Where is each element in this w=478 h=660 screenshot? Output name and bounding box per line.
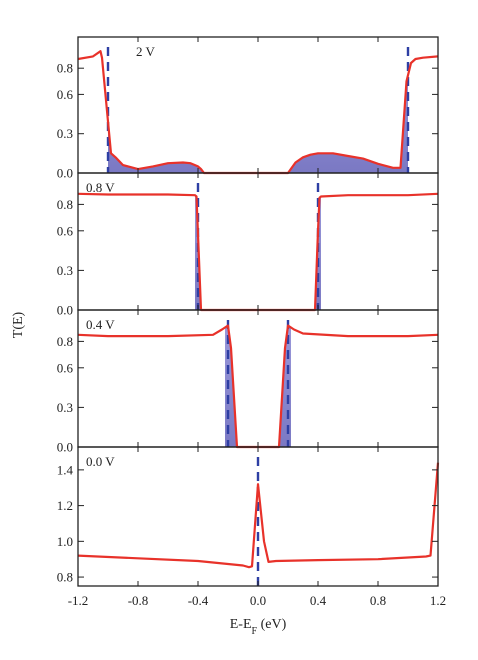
y-tick-label: 0.8 xyxy=(57,197,73,212)
x-tick-label: -0.8 xyxy=(128,593,149,608)
y-tick-label: 0.6 xyxy=(57,223,74,238)
y-tick-label: 0.8 xyxy=(57,334,73,349)
panels-group: 0.00.30.60.82 V0.00.30.60.80.8 V0.00.30.… xyxy=(57,36,440,587)
transmission-curve xyxy=(77,462,440,569)
x-axis-title: E-EF (eV) xyxy=(230,617,287,637)
panel-frame xyxy=(77,36,439,174)
panel-label: 0.4 V xyxy=(86,317,115,332)
shaded-area xyxy=(108,75,408,173)
x-tick-label: -0.4 xyxy=(188,593,209,608)
y-tick-label: 0.6 xyxy=(57,87,74,102)
shaded-area xyxy=(225,325,291,447)
x-axis: -1.2 -0.8 -0.4 0.0 0.4 0.8 1.2 xyxy=(68,593,446,608)
panel-3: 0.0 0.3 0.6 0.8 0.4 V xyxy=(57,309,439,455)
x-tick-label: 0.0 xyxy=(250,593,266,608)
panel-4: 0.8 1.0 1.2 1.4 0.0 V xyxy=(57,446,440,587)
transmission-curve xyxy=(77,324,439,449)
y-tick-label: 0.0 xyxy=(57,440,73,455)
panel-1: 0.0 0.3 0.6 0.8 2 V xyxy=(57,36,439,181)
x-tick-label: 1.2 xyxy=(430,593,446,608)
y-tick-label: 1.4 xyxy=(57,462,74,477)
x-tick-label: -1.2 xyxy=(68,593,89,608)
y-tick-label: 0.8 xyxy=(57,61,73,76)
transmission-curve xyxy=(77,192,439,312)
panel-2: 0.0 0.3 0.6 0.8 0.8 V xyxy=(57,172,439,318)
panel-label: 0.8 V xyxy=(86,180,115,195)
y-tick-label: 0.3 xyxy=(57,400,73,415)
y-tick-label: 0.3 xyxy=(57,126,73,141)
panel-label: 0.0 V xyxy=(86,454,115,469)
y-tick-label: 1.2 xyxy=(57,498,73,513)
panel-label: 2 V xyxy=(136,44,156,59)
x-tick-label: 0.8 xyxy=(370,593,386,608)
y-tick-label: 0.0 xyxy=(57,303,73,318)
y-tick-label: 1.0 xyxy=(57,534,73,549)
y-tick-label: 0.0 xyxy=(57,166,73,181)
shaded-area xyxy=(195,193,321,310)
y-tick-label: 0.3 xyxy=(57,263,73,278)
y-tick-label: 0.8 xyxy=(57,570,73,585)
transmission-curve xyxy=(77,50,439,175)
x-tick-label: 0.4 xyxy=(310,593,327,608)
panel-frame xyxy=(77,309,439,448)
y-tick-label: 0.6 xyxy=(57,360,74,375)
y-axis-title: T(E) xyxy=(11,311,26,338)
